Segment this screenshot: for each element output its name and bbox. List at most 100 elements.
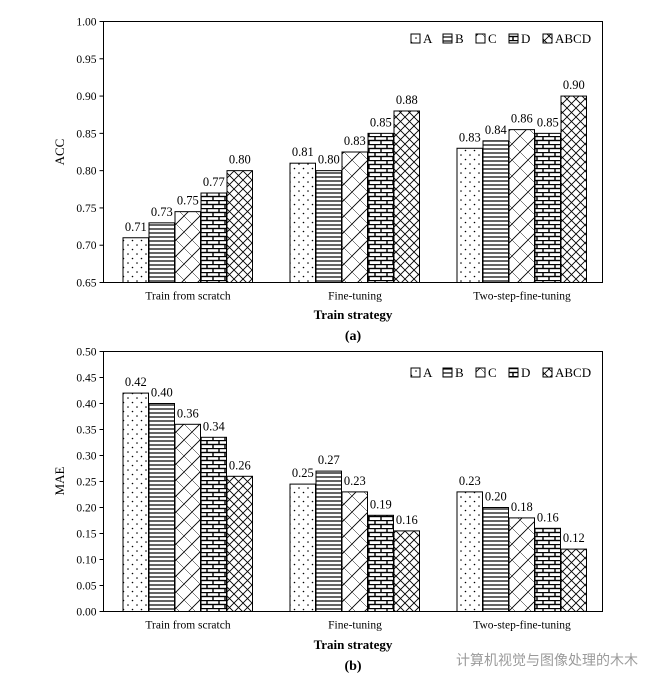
bar-d (367, 132, 394, 283)
y-tick-label: 0.40 (76, 399, 96, 411)
x-tick-label: Train from scratch (145, 620, 230, 632)
y-axis: 0.00 0.05 0.10 0.15 0.20 0.25 0.30 0.35 0.40 0.45… (76, 347, 104, 619)
y-tick-label: 0.05 (76, 581, 96, 593)
bar-d (534, 527, 561, 612)
bar-abcd (393, 530, 420, 613)
data-label: 0.84 (485, 123, 508, 137)
data-label: 0.90 (563, 78, 585, 92)
y-tick-label: 0.75 (76, 203, 96, 215)
data-label: 0.27 (318, 453, 340, 467)
bar-d (367, 514, 394, 612)
data-label: 0.18 (511, 500, 533, 514)
legend-label: D (521, 365, 530, 380)
legend-label: C (488, 365, 497, 380)
bar-a (289, 483, 316, 613)
data-label: 0.71 (125, 220, 147, 234)
y-axis-label: ACC (52, 139, 67, 166)
data-label: 0.23 (459, 474, 481, 488)
y-tick-label: 0.50 (76, 347, 96, 359)
bar-b (315, 470, 342, 612)
data-label: 0.12 (563, 531, 585, 545)
x-tick-label: Two-step-fine-tuning (473, 620, 571, 632)
legend-swatch-c (475, 367, 486, 378)
bar-a (289, 162, 316, 283)
legend-swatch-abcd (542, 367, 553, 378)
y-tick-label: 0.25 (76, 477, 96, 489)
y-tick-label: 0.35 (76, 425, 96, 437)
y-tick-label: 0.00 (76, 607, 96, 619)
y-tick-label: 0.30 (76, 451, 96, 463)
bar-b (482, 140, 509, 283)
bars: 0.42 0.40 0.36 0.34 0.26 0.25 0.27 0.23 0.19 0.16… (122, 375, 587, 613)
legend: A B C D ABCD (410, 31, 591, 46)
acc-chart: 0.650.700.750.800.850.900.951.00 0.710.7… (52, 17, 603, 344)
data-label: 0.83 (344, 134, 366, 148)
bar-abcd (560, 548, 587, 612)
data-label: 0.16 (537, 510, 559, 524)
data-label: 0.80 (318, 153, 340, 167)
y-axis-label: MAE (52, 466, 67, 495)
y-tick-label: 0.20 (76, 503, 96, 515)
bar-abcd (560, 95, 587, 283)
bar-c (341, 491, 368, 612)
y-tick-label: 0.90 (76, 91, 96, 103)
bar-b (148, 222, 175, 283)
legend-label: ABCD (555, 31, 591, 46)
x-tick-label: Train from scratch (145, 291, 230, 303)
legend-swatch-abcd (542, 33, 553, 44)
bars: 0.71 0.73 0.75 0.77 0.80 0.81 0.80 0.83 0.85 0.88… (122, 78, 587, 284)
bar-b (315, 170, 342, 283)
bar-abcd (226, 170, 253, 283)
panel-label: (b) (344, 659, 361, 674)
data-label: 0.85 (537, 115, 559, 129)
legend-label: B (455, 31, 464, 46)
data-label: 0.85 (370, 115, 392, 129)
bar-c (508, 129, 535, 283)
panel-label: (a) (345, 329, 362, 344)
x-axis: Train from scratch Fine-tuning Two-step-fi… (145, 620, 571, 632)
bar-d (200, 192, 227, 283)
y-axis: 0.65 0.70 0.75 0.80 0.85 0.90 0.95 1.00 (76, 17, 104, 290)
legend-swatch-a (410, 33, 421, 44)
legend-swatch-b (442, 367, 453, 378)
bar-a (122, 237, 149, 283)
bar-abcd (226, 475, 253, 612)
mae-chart: 0.00 0.05 0.10 0.15 0.20 0.25 0.30 0.35 0.40 0.45… (52, 347, 603, 674)
data-label: 0.73 (151, 205, 173, 219)
legend-swatch-b (442, 33, 453, 44)
data-label: 0.86 (511, 112, 533, 126)
data-label: 0.36 (177, 406, 199, 420)
data-label: 0.26 (229, 458, 251, 472)
legend-label: ABCD (555, 365, 591, 380)
data-label: 0.75 (177, 194, 199, 208)
bar-c (341, 151, 368, 283)
y-tick-label: 0.85 (76, 128, 96, 140)
data-label: 0.34 (203, 419, 226, 433)
bar-abcd (393, 110, 420, 283)
y-tick-label: 0.10 (76, 555, 96, 567)
data-label: 0.19 (370, 497, 392, 511)
data-label: 0.20 (485, 490, 507, 504)
legend-label: B (455, 365, 464, 380)
data-label: 0.81 (292, 145, 314, 159)
bar-c (508, 517, 535, 613)
data-label: 0.25 (292, 466, 314, 480)
legend-label: C (488, 31, 497, 46)
y-tick-label: 1.00 (76, 17, 96, 29)
data-label: 0.83 (459, 130, 481, 144)
bar-d (534, 132, 561, 283)
legend-swatch-d (508, 33, 519, 44)
x-tick-label: Fine-tuning (328, 291, 382, 303)
watermark: 计算机视觉与图像处理的木木 (456, 653, 638, 669)
y-tick-label: 0.70 (76, 240, 96, 252)
y-tick-label: 0.15 (76, 529, 96, 541)
legend-label: A (423, 365, 433, 380)
bar-a (456, 491, 483, 612)
bar-b (148, 403, 175, 612)
legend-label: A (423, 31, 433, 46)
legend-swatch-d (508, 367, 519, 378)
legend: A B C D ABCD (410, 365, 591, 380)
y-tick-label: 0.45 (76, 373, 96, 385)
data-label: 0.77 (203, 175, 225, 189)
bar-c (174, 211, 201, 284)
